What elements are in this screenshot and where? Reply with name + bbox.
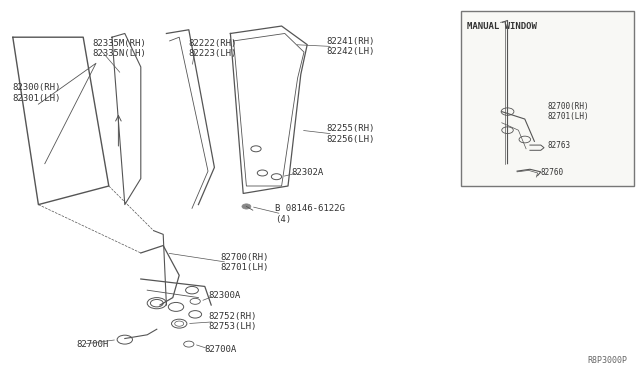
Text: 82700(RH)
82701(LH): 82700(RH) 82701(LH) bbox=[547, 102, 589, 121]
Text: MANUAL WINDOW: MANUAL WINDOW bbox=[467, 22, 537, 31]
Text: 82700A: 82700A bbox=[205, 345, 237, 354]
Text: 82255(RH)
82256(LH): 82255(RH) 82256(LH) bbox=[326, 124, 375, 144]
Text: 82700H: 82700H bbox=[77, 340, 109, 349]
Text: 82302A: 82302A bbox=[291, 169, 323, 177]
Text: 82763: 82763 bbox=[547, 141, 570, 150]
Text: 82241(RH)
82242(LH): 82241(RH) 82242(LH) bbox=[326, 37, 375, 56]
Bar bbox=[461, 11, 634, 186]
Circle shape bbox=[242, 204, 251, 209]
Text: 82700(RH)
82701(LH): 82700(RH) 82701(LH) bbox=[221, 253, 269, 272]
Text: 82335M(RH)
82335N(LH): 82335M(RH) 82335N(LH) bbox=[93, 39, 147, 58]
Text: 82760: 82760 bbox=[541, 169, 564, 177]
Text: 82300A: 82300A bbox=[208, 291, 240, 300]
Text: R8P3000P: R8P3000P bbox=[588, 356, 627, 365]
Text: B 08146-6122G
(4): B 08146-6122G (4) bbox=[275, 204, 345, 224]
Text: 82752(RH)
82753(LH): 82752(RH) 82753(LH) bbox=[208, 312, 257, 331]
Text: 82222(RH)
82223(LH): 82222(RH) 82223(LH) bbox=[189, 39, 237, 58]
Text: 82300(RH)
82301(LH): 82300(RH) 82301(LH) bbox=[13, 83, 61, 103]
